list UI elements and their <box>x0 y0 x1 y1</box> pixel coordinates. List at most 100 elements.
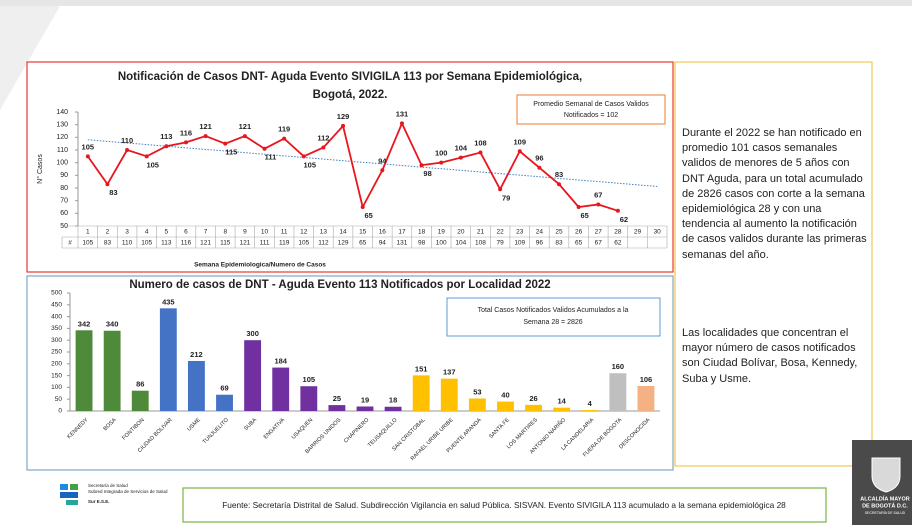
data-label: 4 <box>588 399 593 408</box>
table-cell: 108 <box>475 240 486 247</box>
data-label: 106 <box>640 375 653 384</box>
logo-shape <box>60 484 68 490</box>
table-header: 6 <box>184 229 188 236</box>
table-header: 16 <box>379 229 387 236</box>
table-header: 5 <box>165 229 169 236</box>
data-label: 111 <box>265 153 277 162</box>
x-tick-label: BOSA <box>103 417 118 432</box>
data-point <box>478 150 483 155</box>
table-cell: 121 <box>200 240 211 247</box>
table-cell: 100 <box>436 240 447 247</box>
table-header: 12 <box>300 229 308 236</box>
chart-frame <box>26 61 674 273</box>
table-cell: 109 <box>514 240 525 247</box>
table-header: 28 <box>614 229 622 236</box>
data-label: 110 <box>121 136 133 145</box>
table-header: 23 <box>516 229 524 236</box>
data-point <box>419 163 424 168</box>
axis-label: N° Casos <box>36 154 44 184</box>
y-tick-label: 140 <box>56 109 68 116</box>
x-tick-label: CHAPINERO <box>343 417 371 445</box>
data-label: 109 <box>513 137 526 146</box>
data-point <box>242 134 247 139</box>
data-label: 86 <box>136 380 144 389</box>
table-cell: 116 <box>181 240 192 247</box>
y-tick-label: 70 <box>60 198 68 205</box>
y-tick-label: 80 <box>60 185 68 192</box>
chart-title: Bogotá, 2022. <box>313 89 388 101</box>
data-point <box>576 205 581 209</box>
table-cell: 65 <box>359 240 367 247</box>
data-label: 18 <box>389 396 397 405</box>
table-header: 8 <box>223 229 227 236</box>
data-label: 105 <box>82 142 95 151</box>
y-tick-label: 400 <box>51 313 62 320</box>
table-header: 13 <box>320 229 328 236</box>
y-tick-label: 50 <box>60 223 68 230</box>
data-label: 105 <box>146 160 159 169</box>
data-label: 83 <box>109 188 117 197</box>
x-tick-label: TUNJUELITO <box>202 417 231 446</box>
x-tick-label: FONTIBON <box>121 417 145 441</box>
logo-text: Sur E.S.E. <box>88 499 110 504</box>
table-cell: 129 <box>338 240 349 247</box>
bar <box>384 406 402 411</box>
table-header: 15 <box>359 229 367 236</box>
table-cell: 83 <box>104 240 112 247</box>
data-label: 435 <box>162 297 175 306</box>
annotation-box <box>516 94 666 125</box>
y-tick-label: 110 <box>57 147 68 154</box>
data-point <box>85 154 90 159</box>
table-header: 2 <box>106 229 110 236</box>
table-header: 10 <box>261 229 269 236</box>
x-tick-label: SANTA FE <box>488 417 511 440</box>
y-tick-label: 130 <box>56 122 68 129</box>
x-tick-label: USME <box>186 417 202 433</box>
x-tick-label: ENGATIVA <box>263 417 287 441</box>
bar <box>525 404 542 411</box>
x-tick-label: KENNEDY <box>66 417 89 440</box>
data-label: 19 <box>361 396 369 405</box>
data-label: 160 <box>612 362 625 371</box>
bar <box>497 401 514 411</box>
table-header: 21 <box>477 229 485 236</box>
table-header: 20 <box>457 229 465 236</box>
logo-text: SECRETARÍA DE SALUD <box>865 511 906 515</box>
data-label: 65 <box>580 211 588 220</box>
logo-shape <box>66 500 78 505</box>
annotation-box <box>446 297 661 337</box>
logo-text: DE BOGOTÁ D.C. <box>862 502 908 509</box>
table-cell: 98 <box>418 240 426 247</box>
data-label: 119 <box>278 125 290 134</box>
data-label: 115 <box>225 148 237 157</box>
x-tick-label: USAQUEN <box>291 417 314 440</box>
data-label: 212 <box>190 350 203 359</box>
bar <box>328 405 346 411</box>
data-label: 342 <box>78 319 91 328</box>
bar <box>412 375 430 411</box>
footer-frame <box>182 487 827 523</box>
bar <box>75 330 93 411</box>
data-label: 105 <box>304 160 317 169</box>
y-tick-label: 100 <box>51 384 62 391</box>
data-label: 151 <box>415 364 428 373</box>
paragraph: Las localidades que concentran el mayor … <box>682 327 858 385</box>
data-point <box>517 149 522 154</box>
data-label: 25 <box>333 394 341 403</box>
data-label: 121 <box>239 122 252 131</box>
data-label: 69 <box>220 384 228 393</box>
data-label: 26 <box>529 394 537 403</box>
y-tick-label: 90 <box>60 172 68 179</box>
bar <box>300 386 318 411</box>
table-cell: 104 <box>455 240 466 247</box>
y-tick-label: 200 <box>51 361 62 368</box>
table-cell: 121 <box>239 240 250 247</box>
bar <box>244 340 262 411</box>
bar <box>609 373 627 411</box>
bar <box>440 378 458 411</box>
bar <box>637 385 655 411</box>
data-label: 79 <box>502 193 510 202</box>
data-point <box>596 202 601 207</box>
annotation-text: Notificados = 102 <box>564 112 618 119</box>
table-cell: 131 <box>397 240 408 247</box>
